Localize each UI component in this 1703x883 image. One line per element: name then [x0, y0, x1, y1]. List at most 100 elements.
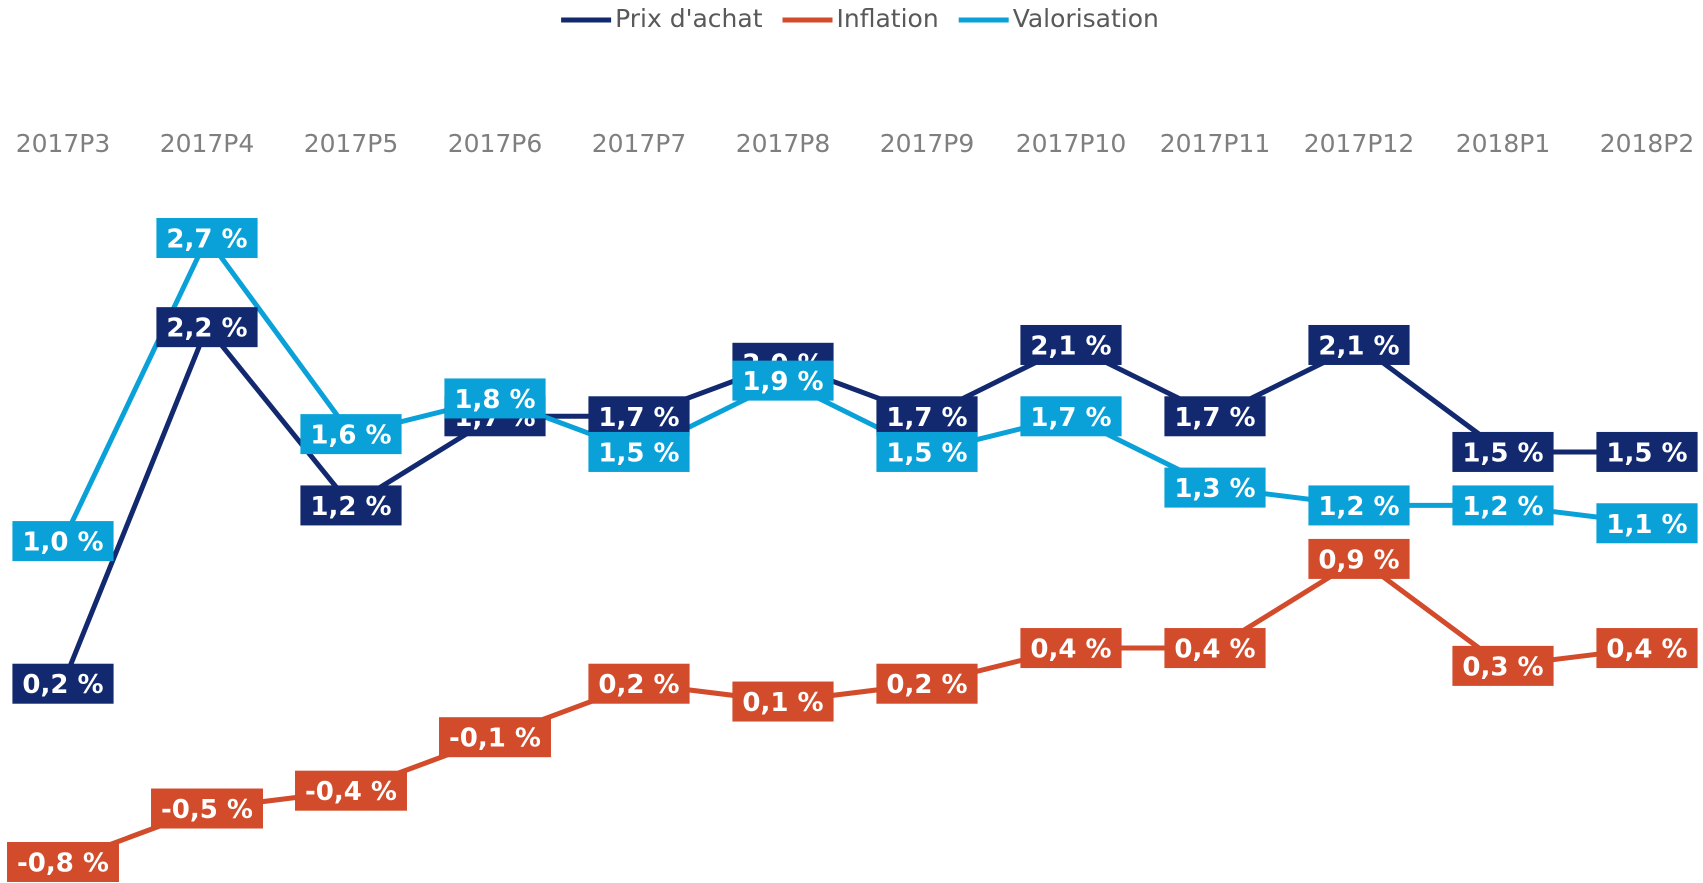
- data-label-text: -0,8 %: [17, 849, 109, 879]
- data-label-text: 0,4 %: [1030, 635, 1111, 665]
- data-label-text: 1,2 %: [310, 492, 391, 522]
- data-label-box: [1308, 538, 1410, 579]
- data-label-box: [1596, 628, 1698, 669]
- data-label: 2,1 %: [1308, 324, 1410, 365]
- data-label: 1,5 %: [1452, 431, 1554, 472]
- x-tick-label: 2017P5: [304, 129, 399, 158]
- data-label-box: [1020, 396, 1122, 437]
- data-label: 0,2 %: [12, 663, 114, 704]
- x-tick-label: 2017P8: [736, 129, 831, 158]
- data-label-text: 1,0 %: [22, 528, 103, 558]
- data-label-text: 2,1 %: [1030, 331, 1111, 361]
- data-label: 1,2 %: [300, 485, 402, 526]
- data-label: 1,9 %: [732, 360, 834, 401]
- data-label-text: 1,7 %: [598, 403, 679, 433]
- data-label: 0,2 %: [588, 663, 690, 704]
- data-label-box: [300, 485, 402, 526]
- data-label-text: 0,2 %: [22, 670, 103, 700]
- data-label-text: 1,5 %: [1606, 438, 1687, 468]
- data-label: 2,7 %: [156, 218, 258, 258]
- legend: Prix d'achat Inflation Valorisation: [561, 4, 1159, 33]
- x-tick-label: 2017P4: [160, 129, 255, 158]
- data-label: 1,2 %: [1452, 485, 1554, 526]
- data-label: 0,4 %: [1596, 628, 1698, 669]
- data-label-text: 1,5 %: [886, 438, 967, 468]
- data-label-text: 1,7 %: [1174, 403, 1255, 433]
- x-tick-label: 2017P6: [448, 129, 543, 158]
- data-label-box: [1020, 628, 1122, 669]
- data-label: 0,2 %: [876, 663, 978, 704]
- data-label-box: [1452, 645, 1554, 686]
- data-label-box: [7, 842, 119, 882]
- data-label-text: 1,5 %: [1462, 438, 1543, 468]
- data-label: -0,1 %: [439, 717, 551, 758]
- data-label-box: [439, 717, 551, 758]
- data-label-box: [12, 521, 114, 562]
- data-label-box: [1164, 396, 1266, 437]
- data-label-box: [12, 663, 114, 704]
- data-label-box: [876, 396, 978, 437]
- data-label: 1,5 %: [588, 431, 690, 472]
- x-tick-label: 2018P1: [1456, 129, 1551, 158]
- data-label: 0,4 %: [1164, 628, 1266, 669]
- x-tick-label: 2018P2: [1600, 129, 1695, 158]
- data-label-box: [1452, 485, 1554, 526]
- data-label: 1,8 %: [444, 378, 546, 419]
- data-label-box: [732, 681, 834, 722]
- data-label-box: [876, 663, 978, 704]
- data-label: 0,9 %: [1308, 538, 1410, 579]
- data-label-box: [1164, 467, 1266, 508]
- x-tick-label: 2017P12: [1304, 129, 1415, 158]
- data-label-text: 1,9 %: [742, 367, 823, 397]
- data-label: 1,6 %: [300, 414, 402, 455]
- data-label-box: [300, 414, 402, 455]
- data-label-box: [1020, 324, 1122, 365]
- data-label-text: 0,4 %: [1174, 635, 1255, 665]
- data-label-text: 1,7 %: [886, 403, 967, 433]
- data-label: 1,7 %: [1164, 396, 1266, 437]
- legend-label: Valorisation: [1013, 4, 1159, 33]
- data-label-box: [156, 307, 258, 348]
- data-label-text: 1,2 %: [1318, 492, 1399, 522]
- data-label-text: -0,1 %: [449, 724, 541, 754]
- data-label-text: 0,9 %: [1318, 545, 1399, 575]
- data-label: 0,3 %: [1452, 645, 1554, 686]
- legend-label: Prix d'achat: [615, 4, 763, 33]
- data-label: 2,1 %: [1020, 324, 1122, 365]
- data-label-text: 1,7 %: [1030, 403, 1111, 433]
- data-label-text: 1,3 %: [1174, 474, 1255, 504]
- series-line: [62, 556, 1648, 865]
- data-label-text: 0,2 %: [598, 670, 679, 700]
- data-label: -0,5 %: [151, 788, 263, 829]
- data-label-box: [1164, 628, 1266, 669]
- data-label: -0,4 %: [295, 770, 407, 811]
- data-label-box: [444, 378, 546, 419]
- data-label: 1,7 %: [876, 396, 978, 437]
- data-label: 1,7 %: [588, 396, 690, 437]
- data-label-text: 2,2 %: [166, 314, 247, 344]
- data-label-text: 1,1 %: [1606, 510, 1687, 540]
- data-label-text: 0,4 %: [1606, 635, 1687, 665]
- data-label-text: 0,3 %: [1462, 652, 1543, 682]
- data-label: 1,0 %: [12, 521, 114, 562]
- data-label-text: 2,1 %: [1318, 331, 1399, 361]
- data-label: 1,1 %: [1596, 503, 1698, 544]
- legend-label: Inflation: [837, 4, 939, 33]
- data-label-text: 2,7 %: [166, 225, 247, 255]
- data-label-text: -0,4 %: [305, 777, 397, 807]
- data-label-box: [1596, 503, 1698, 544]
- data-label-text: 1,2 %: [1462, 492, 1543, 522]
- data-label-box: [876, 431, 978, 472]
- data-label: 1,5 %: [876, 431, 978, 472]
- data-label-box: [588, 396, 690, 437]
- data-label: 2,2 %: [156, 307, 258, 348]
- data-label: 0,1 %: [732, 681, 834, 722]
- data-label-text: 1,6 %: [310, 421, 391, 451]
- data-label-text: 1,8 %: [454, 385, 535, 415]
- data-label: 0,4 %: [1020, 628, 1122, 669]
- data-label: 1,5 %: [1596, 431, 1698, 472]
- data-label-text: 0,2 %: [886, 670, 967, 700]
- data-label: 1,2 %: [1308, 485, 1410, 526]
- data-label-box: [732, 360, 834, 401]
